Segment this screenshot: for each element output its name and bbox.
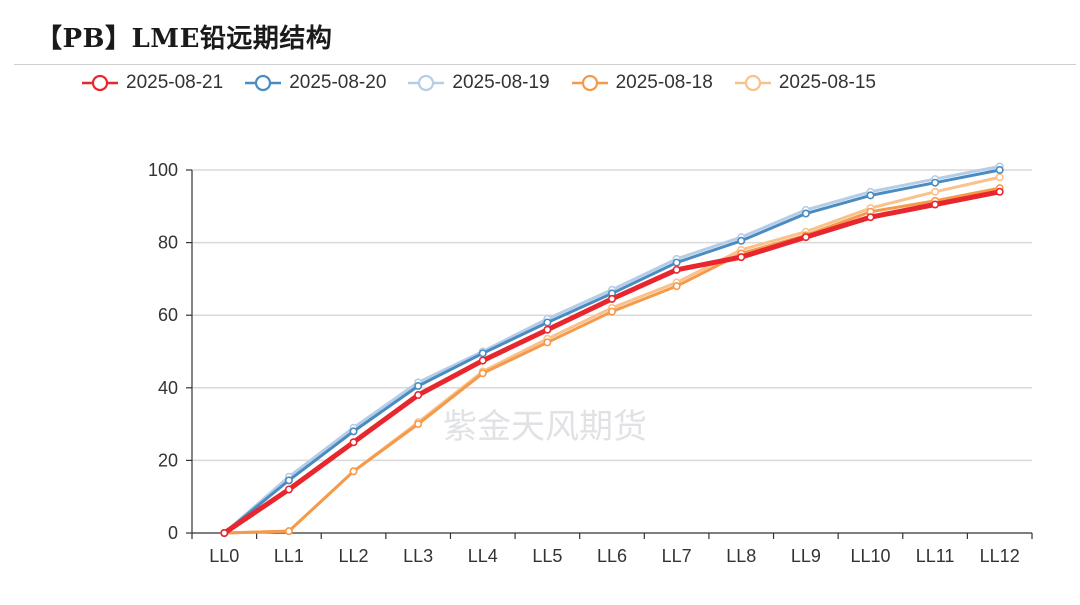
x-tick-label: LL1	[274, 546, 304, 566]
legend-item-2025-08-15[interactable]: 2025-08-15	[733, 72, 876, 94]
data-point-2025-08-21	[607, 294, 616, 303]
data-point-2025-08-21	[349, 438, 358, 447]
y-tick-label: 0	[168, 523, 178, 543]
data-point-2025-08-20	[801, 209, 810, 218]
x-tick-label: LL7	[662, 546, 692, 566]
data-point-2025-08-20	[737, 236, 746, 245]
legend-item-2025-08-19[interactable]: 2025-08-19	[406, 72, 550, 94]
y-tick-label: 20	[158, 450, 178, 470]
data-point-2025-08-18	[478, 369, 487, 378]
x-tick-label: LL5	[532, 546, 562, 566]
series-line-2025-08-15	[222, 175, 1002, 535]
series-line-2025-08-19	[222, 164, 1002, 535]
legend-item-2025-08-18[interactable]: 2025-08-18	[570, 72, 713, 94]
series-2025-08-21	[220, 187, 1004, 537]
data-point-2025-08-20	[543, 318, 552, 327]
legend-label: 2025-08-21	[126, 72, 224, 93]
data-point-2025-08-21	[737, 253, 746, 262]
legend-label: 2025-08-18	[615, 72, 713, 93]
data-point-2025-08-18	[672, 282, 681, 291]
x-tick-label: LL12	[980, 546, 1020, 566]
x-tick-label: LL10	[850, 546, 890, 566]
title-divider	[14, 64, 1076, 65]
legend-label: 2025-08-20	[289, 72, 387, 93]
series-2025-08-15	[220, 173, 1004, 537]
data-point-2025-08-21	[672, 265, 681, 274]
legend-swatch-icon	[82, 74, 118, 92]
y-tick-label: 80	[158, 233, 178, 253]
data-point-2025-08-15	[995, 173, 1004, 182]
legend-label: 2025-08-19	[452, 72, 550, 93]
x-tick-label: LL8	[726, 546, 756, 566]
data-point-2025-08-15	[931, 187, 940, 196]
data-point-2025-08-21	[414, 391, 423, 400]
x-tick-label: LL0	[209, 546, 239, 566]
legend-swatch-icon	[408, 74, 445, 92]
data-point-2025-08-20	[995, 166, 1004, 175]
legend-swatch-icon	[734, 74, 771, 92]
x-tick-label: LL9	[791, 546, 821, 566]
legend-swatch-icon	[245, 74, 282, 92]
y-tick-label: 60	[158, 305, 178, 325]
series-line-2025-08-20	[222, 168, 1002, 535]
data-point-2025-08-21	[866, 213, 875, 222]
legend: 2025-08-21 2025-08-20 2025-08-19 2025-08-18…	[80, 68, 896, 98]
x-tick-label: LL11	[916, 546, 955, 566]
series-2025-08-19	[220, 162, 1004, 537]
watermark: 紫金天风期货	[443, 407, 647, 447]
series-line-2025-08-18	[222, 186, 1002, 535]
y-tick-label: 100	[148, 160, 178, 180]
x-tick-label: LL3	[403, 546, 433, 566]
data-point-2025-08-21	[801, 233, 810, 242]
legend-label: 2025-08-15	[778, 72, 877, 93]
data-point-2025-08-18	[607, 307, 616, 316]
series-2025-08-18	[220, 184, 1004, 537]
data-point-2025-08-20	[284, 476, 293, 485]
x-tick-label: LL6	[597, 546, 627, 566]
y-tick-label: 40	[158, 378, 178, 398]
series-2025-08-20	[220, 166, 1004, 537]
data-point-2025-08-21	[543, 325, 552, 334]
legend-item-2025-08-20[interactable]: 2025-08-20	[243, 72, 386, 94]
data-point-2025-08-20	[349, 427, 358, 436]
data-point-2025-08-20	[478, 349, 487, 358]
data-point-2025-08-20	[931, 178, 940, 187]
data-point-2025-08-20	[866, 191, 875, 200]
data-point-2025-08-21	[220, 528, 229, 537]
data-point-2025-08-20	[672, 258, 681, 267]
legend-swatch-icon	[571, 74, 608, 92]
data-point-2025-08-18	[284, 527, 293, 536]
data-point-2025-08-18	[543, 338, 552, 347]
data-point-2025-08-21	[284, 485, 293, 494]
legend-item-2025-08-21[interactable]: 2025-08-21	[80, 72, 223, 94]
data-point-2025-08-21	[478, 356, 487, 365]
chart-title: 【PB】LME铅远期结构	[36, 24, 333, 54]
data-point-2025-08-21	[931, 200, 940, 209]
data-point-2025-08-21	[995, 187, 1004, 196]
data-point-2025-08-20	[414, 381, 423, 390]
x-tick-label: LL2	[339, 546, 369, 566]
data-point-2025-08-18	[414, 420, 423, 429]
data-point-2025-08-18	[349, 467, 358, 476]
x-tick-label: LL4	[468, 546, 498, 566]
